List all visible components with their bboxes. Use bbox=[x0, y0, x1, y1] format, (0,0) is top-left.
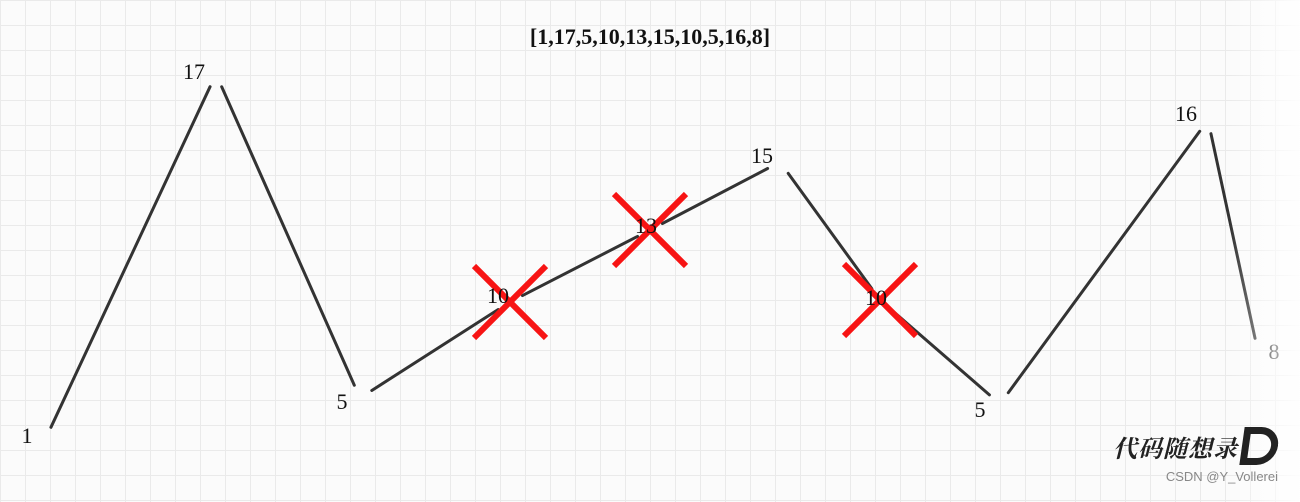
watermark-subtext: CSDN @Y_Vollerei bbox=[1113, 469, 1278, 484]
point-label: 13 bbox=[635, 213, 657, 239]
point-label: 5 bbox=[337, 389, 348, 415]
point-label: 5 bbox=[975, 397, 986, 423]
point-label: 17 bbox=[183, 59, 205, 85]
point-label: 10 bbox=[487, 283, 509, 309]
watermark-logo-icon bbox=[1244, 427, 1278, 465]
point-label: 15 bbox=[751, 143, 773, 169]
point-label: 10 bbox=[865, 285, 887, 311]
point-label: 1 bbox=[22, 423, 33, 449]
point-label: 8 bbox=[1269, 339, 1280, 365]
watermark-text: 代码随想录 bbox=[1113, 429, 1238, 464]
point-label: 16 bbox=[1175, 101, 1197, 127]
watermark: 代码随想录 CSDN @Y_Vollerei bbox=[1113, 427, 1278, 484]
